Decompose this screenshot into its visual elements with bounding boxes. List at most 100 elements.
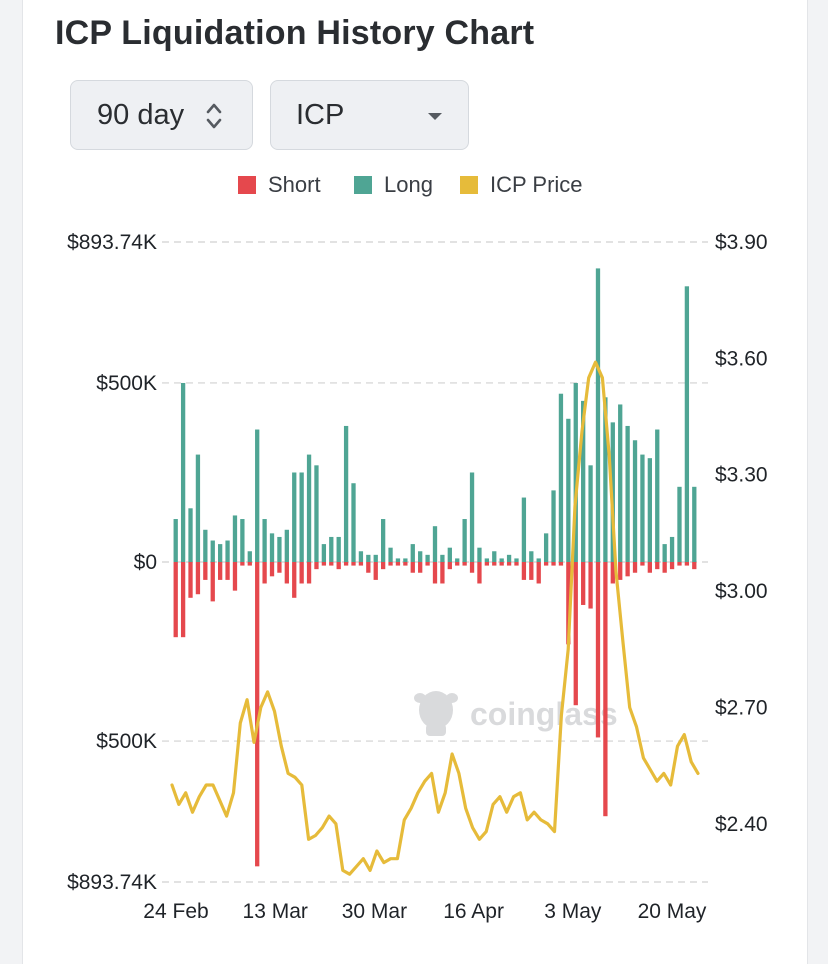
short-bar [343,562,349,566]
short-bar [603,562,608,817]
long-bar [351,483,356,562]
chart-legend: Short Long ICP Price [0,172,828,204]
short-bar [403,562,408,566]
watermark: coinglass [414,691,618,736]
long-bar [218,544,223,562]
long-bar [469,472,475,562]
short-bar [543,562,549,566]
short-bar [484,562,490,566]
long-bar [358,551,364,562]
long-bar [240,519,245,562]
long-bar [521,497,527,562]
short-bar [692,562,697,570]
short-bar [410,562,415,573]
long-bar [336,536,341,562]
short-bar [240,562,245,566]
short-bar [366,562,371,573]
legend-label-price: ICP Price [490,172,583,197]
legend-item-long[interactable]: Long [354,172,433,198]
x-tick-label: 30 Mar [342,900,407,923]
long-bar [329,536,334,562]
short-bar [210,562,215,602]
short-bar [314,562,319,570]
long-bar [566,418,571,562]
y-right-tick-label: $3.60 [715,347,768,370]
short-bar [455,562,460,566]
long-bar [558,393,564,562]
y-left-tick-label: $893.74K [67,871,157,894]
long-bar [640,454,645,562]
long-bar [506,554,512,562]
y-right-tick-label: $3.00 [715,580,768,603]
long-bar [188,508,193,562]
long-bar [625,425,630,562]
coin-value: ICP [296,98,345,131]
long-bar [647,458,652,562]
long-bar [499,558,504,562]
long-bar [447,547,452,562]
long-bar [632,440,638,562]
watermark-text: coinglass [470,696,618,732]
legend-label-short: Short [268,172,321,197]
long-bar [684,286,690,562]
price-series [170,360,700,876]
long-bar [284,529,289,562]
long-bar [373,554,378,562]
y-right-tick-label: $2.70 [715,696,768,719]
long-bar [403,558,408,562]
short-bar [595,562,601,738]
short-bar [684,562,690,566]
short-bar [388,562,393,566]
long-bar [536,558,541,562]
long-bar [225,540,230,562]
legend-swatch-long [354,176,372,194]
short-bar [321,562,327,566]
updown-icon [206,103,222,129]
long-bar [432,526,438,562]
short-bar [647,562,652,573]
long-bar [277,536,282,562]
long-bar [321,544,327,562]
long-bar [247,551,252,562]
long-bar [692,486,697,562]
long-bar [603,397,608,562]
short-bar [506,562,512,566]
short-bar [558,562,564,566]
short-bar [277,562,282,573]
period-select[interactable]: 90 day [70,80,253,150]
coin-select[interactable]: ICP [270,80,469,150]
long-bar [514,558,519,562]
y-axis-left: $893.74K $500K $0 $500K $893.74K [67,231,157,894]
short-bar [203,562,208,580]
short-bar [173,562,178,638]
x-tick-label: 3 May [544,900,602,923]
short-bar [255,562,260,867]
short-bar [358,562,364,566]
short-bar [306,562,312,584]
short-bar [618,562,623,580]
short-bar [521,562,527,580]
y-axis-right: $3.90 $3.60 $3.30 $3.00 $2.70 $2.40 [715,231,768,836]
y-left-tick-label: $500K [96,730,157,753]
long-bar [395,558,401,562]
long-bar [262,519,267,562]
legend-item-price[interactable]: ICP Price [460,172,583,198]
y-right-tick-label: $3.90 [715,231,768,254]
x-tick-label: 24 Feb [143,900,208,923]
legend-item-short[interactable]: Short [238,172,321,198]
short-bar [566,562,571,645]
long-bar [595,268,601,562]
long-bar [529,551,534,562]
long-bar [299,472,304,562]
short-bar [625,562,630,577]
long-bar [380,519,386,562]
long-bar [581,400,586,562]
x-tick-label: 16 Apr [443,900,504,923]
y-right-tick-label: $3.30 [715,464,768,487]
long-bar [484,558,490,562]
short-bar [447,562,452,570]
long-bar [306,454,312,562]
y-left-tick-label: $0 [134,551,157,574]
long-bar [462,519,467,562]
long-bar [440,554,445,562]
